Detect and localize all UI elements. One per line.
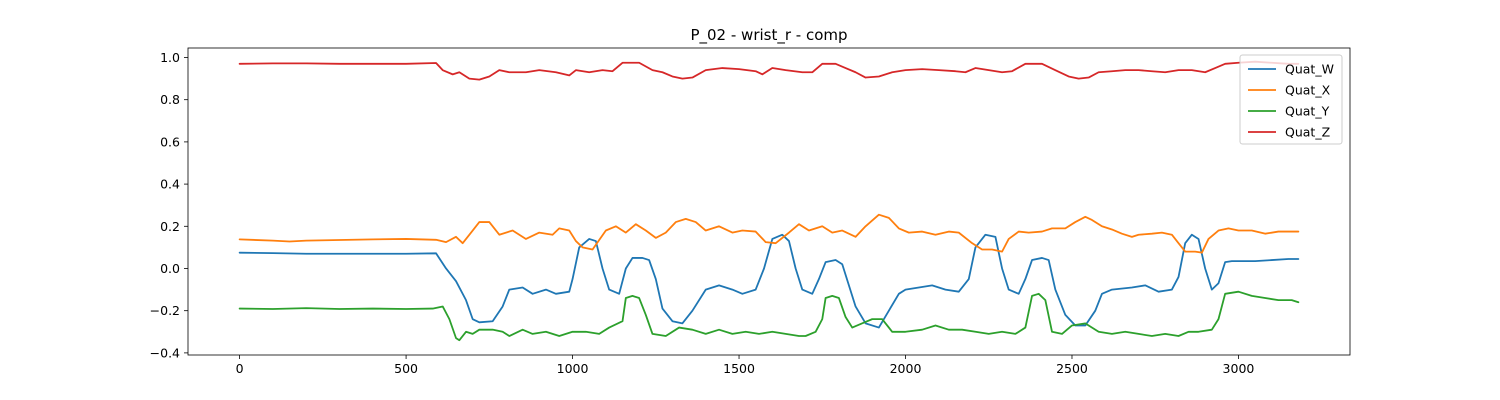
y-tick-label: 0.0 [160,261,180,276]
x-tick-label: 1000 [557,361,589,376]
legend-label: Quat_Y [1285,104,1330,119]
series-line-quat-z [238,60,1300,81]
legend-box [1239,54,1343,145]
y-tick-label: 0.6 [160,134,180,149]
x-tick-label: 2500 [1056,361,1088,376]
y-tick-label: 0.4 [160,177,180,192]
x-tick-label: 3000 [1223,361,1255,376]
series-line-quat-y [238,290,1300,342]
series-line-quat-x [238,213,1300,254]
legend: Quat_W Quat_X Quat_Y Quat_Z [1239,54,1343,145]
series-line-quat-w [238,233,1300,329]
legend-label: Quat_Z [1285,125,1330,140]
plot-lines [238,60,1300,342]
x-tick-label: 500 [394,361,418,376]
y-tick-label: −0.2 [150,303,180,318]
x-axis: 0 500 1000 1500 2000 2500 3000 [236,355,1255,376]
y-axis: −0.4 −0.2 0.0 0.2 0.4 0.6 0.8 1.0 [150,50,188,360]
x-tick-label: 0 [236,361,244,376]
chart-title: P_02 - wrist_r - comp [690,26,847,45]
y-tick-label: −0.4 [150,345,180,360]
y-tick-label: 1.0 [160,50,180,65]
legend-label: Quat_W [1285,62,1334,77]
y-tick-label: 0.2 [160,219,180,234]
plot-frame [187,47,1351,356]
legend-label: Quat_X [1285,83,1331,98]
x-tick-label: 2000 [890,361,922,376]
x-tick-label: 1500 [723,361,755,376]
y-tick-label: 0.8 [160,92,180,107]
